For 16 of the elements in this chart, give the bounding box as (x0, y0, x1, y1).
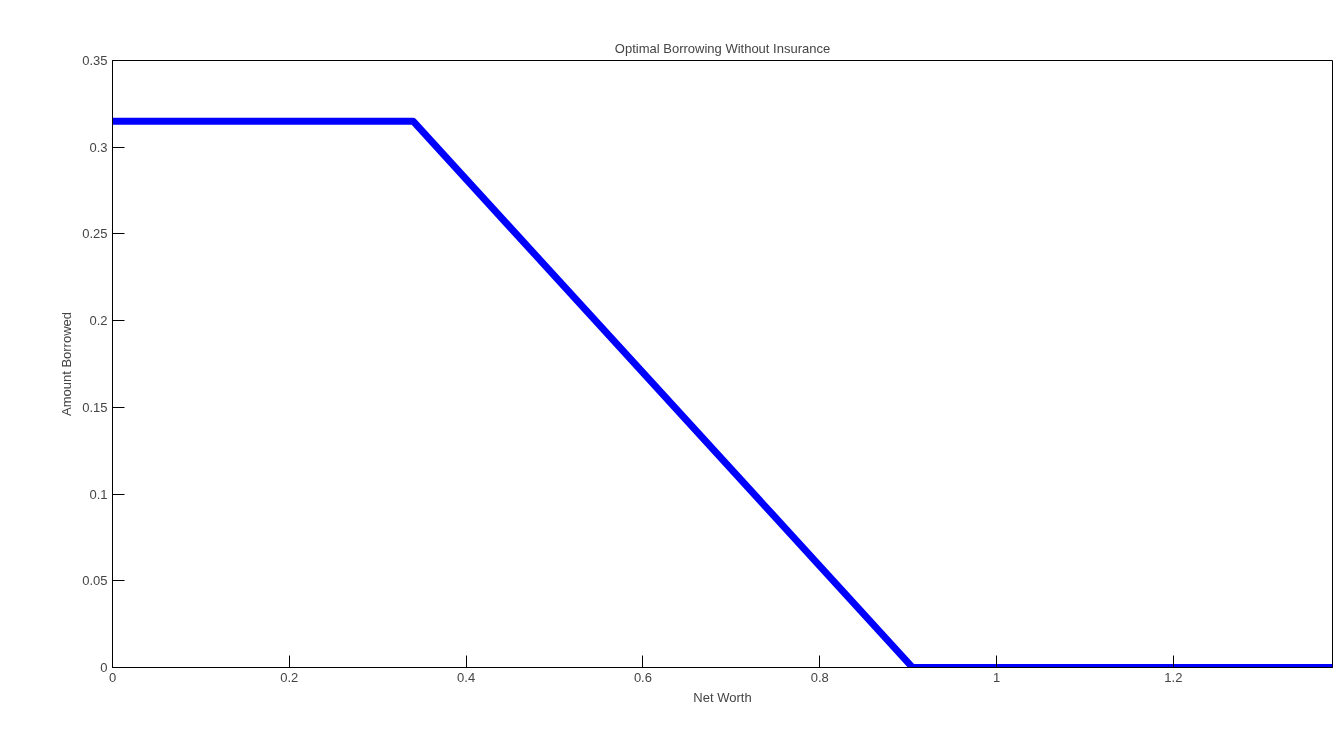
x-tick-label: 0.6 (633, 669, 652, 685)
y-tick-label: 0.05 (82, 573, 108, 589)
x-tick-label: 1.2 (1164, 669, 1183, 685)
x-tick-label: 0.4 (457, 669, 476, 685)
y-tick-label: 0.2 (89, 313, 108, 329)
y-axis-title: Amount Borrowed (59, 311, 75, 417)
x-tick-label: 1 (992, 669, 1001, 685)
y-tick-label: 0.3 (89, 139, 108, 155)
y-tick-label: 0.35 (82, 53, 108, 68)
y-tick-label: 0.1 (89, 486, 108, 502)
x-tick-label: 0.2 (280, 669, 299, 685)
x-axis-title: Net Worth (693, 689, 752, 705)
x-tick-label: 0.8 (810, 669, 829, 685)
y-tick-label: 0.15 (82, 399, 108, 415)
y-tick-label: 0.25 (82, 226, 108, 242)
chart-title: Optimal Borrowing Without Insurance (614, 40, 831, 56)
